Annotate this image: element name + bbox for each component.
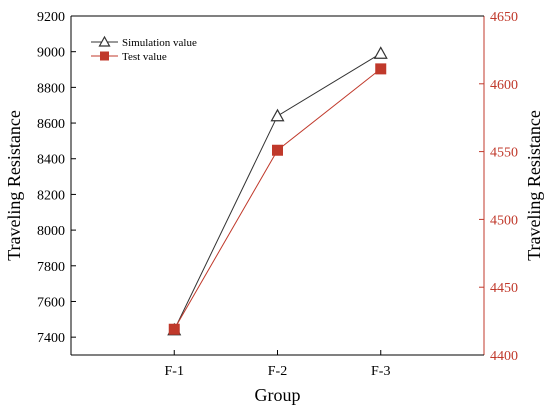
left-y-tick-label: 7400 — [37, 331, 65, 346]
legend-marker — [98, 35, 111, 47]
left-y-tick-label: 8000 — [37, 224, 65, 239]
series-point-1 — [373, 46, 388, 59]
x-axis: F-1 F-2 F-3 — [71, 15, 484, 379]
series-point-2 — [168, 323, 180, 335]
series-line-1 — [173, 53, 382, 331]
right-y-axis: 4400 4450 4500 4550 4600 4650 — [479, 10, 518, 364]
series-point-1 — [270, 108, 285, 122]
legend-label: Simulation value — [122, 37, 197, 49]
x-tick-label: F-1 — [165, 364, 184, 379]
right-y-tick-label: 4550 — [490, 146, 518, 161]
left-y-tick-label: 8400 — [37, 153, 65, 168]
left-y-tick-label: 8600 — [37, 117, 65, 132]
right-y-tick-label: 4500 — [490, 213, 518, 228]
right-y-axis-title: Traveling Resistance — [524, 110, 544, 261]
left-y-tick-label: 9000 — [37, 46, 65, 61]
right-y-tick-label: 4400 — [490, 349, 518, 364]
x-axis-title: Group — [255, 385, 301, 405]
right-y-tick-label: 4450 — [490, 281, 518, 296]
legend: Simulation value Test value — [91, 35, 197, 63]
left-y-tick-label: 7800 — [37, 260, 65, 275]
series-point-2 — [375, 63, 387, 75]
left-y-tick-label: 7600 — [37, 295, 65, 310]
x-tick-label: F-2 — [268, 364, 287, 379]
legend-marker — [100, 51, 109, 61]
left-y-tick-label: 8200 — [37, 188, 65, 203]
right-y-tick-label: 4650 — [490, 10, 518, 25]
x-tick-label: F-3 — [371, 364, 390, 379]
left-y-tick-label: 8800 — [37, 81, 65, 96]
left-y-tick-label: 9200 — [37, 10, 65, 25]
series-line-2 — [173, 68, 382, 330]
legend-label: Test value — [122, 51, 167, 63]
right-y-tick-label: 4600 — [490, 78, 518, 93]
series-layer — [167, 46, 388, 336]
left-y-axis-title: Traveling Resistance — [4, 110, 24, 261]
left-y-axis: 7400 7600 7800 8000 8200 8400 8600 8800 9000 9200 — [37, 10, 76, 355]
series-point-2 — [272, 144, 283, 156]
